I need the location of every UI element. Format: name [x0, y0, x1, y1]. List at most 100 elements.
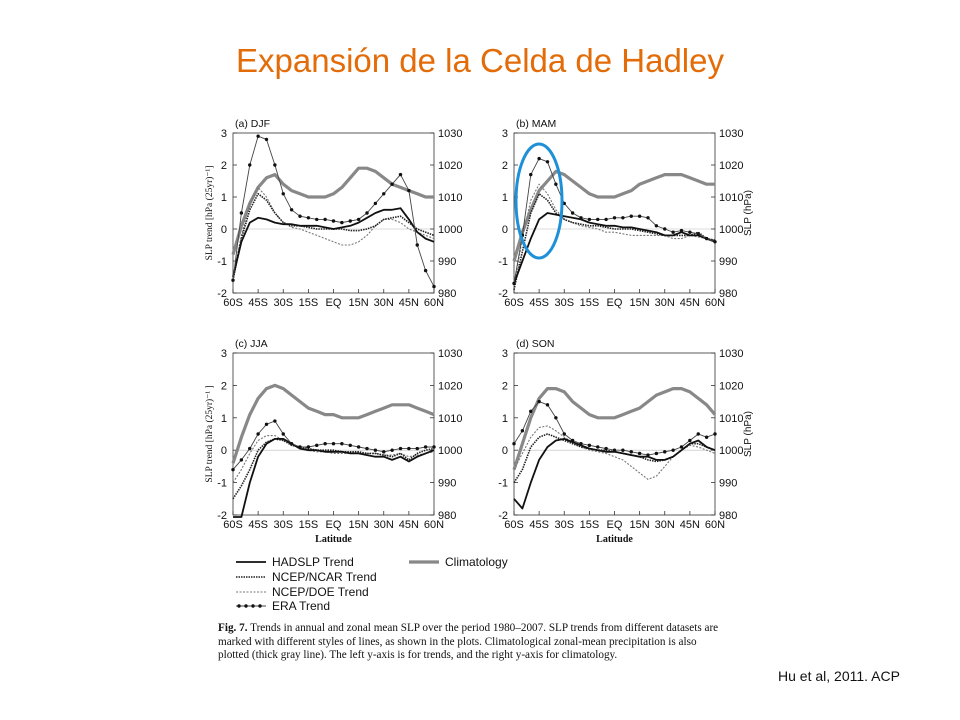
right-tick-label: 1030 — [719, 128, 743, 140]
era-point — [356, 217, 361, 222]
right-tick-label: 980 — [438, 510, 456, 522]
era-point — [331, 219, 336, 223]
plot-frame — [232, 352, 435, 516]
left-tick-label: 0 — [502, 224, 508, 236]
left-tick-label: -2 — [217, 288, 227, 300]
series-ncep-ncar-trend-line — [232, 193, 435, 281]
right-tick-label: 1000 — [438, 224, 462, 236]
era-point — [356, 445, 361, 449]
x-tick-label: 15N — [349, 297, 369, 309]
era-point — [264, 422, 269, 426]
era-point — [365, 211, 369, 215]
era-point — [570, 438, 575, 443]
panel-2: -2 -1 0 1 2 3 980 990 1000 1010 1020 1030 60S 45S 30S 1… — [498, 118, 754, 309]
plot-frame — [513, 352, 716, 516]
x-tick-label: 45N — [680, 297, 700, 309]
era-point — [256, 432, 260, 436]
era-point — [306, 445, 311, 449]
right-tick-label: 1030 — [719, 348, 743, 360]
era-point — [390, 182, 394, 186]
era-point — [545, 403, 550, 407]
x-tick-label: 30S — [554, 519, 574, 531]
era-point — [512, 281, 516, 286]
left-tick-label: 1 — [221, 192, 227, 204]
left-tick-label: 3 — [221, 128, 227, 140]
era-point — [281, 432, 285, 436]
x-tick-label: 45S — [248, 297, 268, 309]
right-tick-label: 990 — [719, 478, 737, 490]
era-point — [281, 192, 285, 196]
era-point — [315, 217, 319, 222]
era-point — [654, 451, 659, 456]
era-point — [554, 416, 558, 420]
x-tick-label: 45S — [248, 519, 268, 531]
right-axis-label: SLP (hPa) — [743, 190, 754, 236]
x-tick-label: 45S — [529, 297, 549, 309]
panel-title: (c) JJA — [235, 338, 268, 350]
right-tick-label: 990 — [438, 256, 456, 268]
era-point — [348, 219, 352, 223]
era-point — [239, 211, 244, 215]
x-tick-label: 30S — [554, 297, 574, 309]
era-point — [382, 192, 386, 196]
x-tick-label: 15N — [630, 519, 650, 531]
era-point — [323, 217, 327, 222]
panel-title: (d) SON — [516, 338, 555, 350]
left-tick-label: -2 — [498, 510, 508, 522]
legend-era-dot — [244, 604, 248, 608]
caption-text: Trends in annual and zonal mean SLP over… — [218, 622, 719, 662]
era-point — [579, 442, 583, 446]
x-axis-label: Latitude — [596, 534, 633, 545]
x-tick-label: EQ — [607, 297, 623, 309]
right-tick-label: 1010 — [719, 413, 743, 425]
era-point — [596, 217, 600, 222]
era-point — [704, 435, 709, 439]
era-point — [390, 448, 394, 452]
era-point — [340, 442, 344, 446]
era-point — [239, 458, 244, 462]
x-tick-label: 15S — [299, 297, 319, 309]
era-point — [256, 134, 260, 138]
x-tick-label: 15N — [630, 297, 650, 309]
era-point — [365, 446, 369, 451]
era-point — [679, 445, 684, 449]
era-point — [637, 214, 642, 218]
era-point — [688, 438, 692, 443]
series-hadslp-trend-line — [233, 437, 435, 518]
left-tick-label: 1 — [221, 413, 227, 425]
era-point — [315, 443, 319, 448]
right-tick-label: 990 — [719, 256, 737, 268]
left-tick-label: 3 — [221, 348, 227, 360]
legend-label-ncep-doe-trend: NCEP/DOE Trend — [272, 585, 369, 599]
era-point — [423, 445, 428, 449]
era-point — [696, 232, 700, 236]
era-point — [529, 409, 533, 414]
legend-label-ncep-ncar-trend: NCEP/NCAR Trend — [272, 570, 377, 584]
left-axis-label: SLP trend [hPa (25yr)⁻¹] — [204, 166, 215, 261]
right-tick-label: 1000 — [719, 224, 743, 236]
era-point — [604, 217, 608, 222]
right-tick-label: 1000 — [438, 445, 462, 457]
era-point — [512, 442, 516, 446]
left-tick-label: 0 — [502, 445, 508, 457]
left-tick-label: -1 — [217, 478, 227, 490]
right-tick-label: 980 — [719, 510, 737, 522]
x-tick-label: 30N — [655, 519, 675, 531]
era-point — [298, 214, 302, 218]
right-tick-label: 1020 — [438, 380, 462, 392]
x-tick-label: 15N — [349, 519, 369, 531]
x-tick-label: 30N — [374, 519, 394, 531]
era-point — [663, 227, 667, 231]
left-tick-label: 3 — [502, 348, 508, 360]
era-point — [273, 163, 277, 167]
era-point — [537, 399, 541, 404]
x-tick-label: 60S — [504, 297, 524, 309]
x-tick-label: 60S — [504, 519, 524, 531]
left-tick-label: 3 — [502, 128, 508, 140]
x-tick-label: 45S — [529, 519, 549, 531]
right-tick-label: 1010 — [438, 413, 462, 425]
era-point — [629, 450, 633, 454]
left-tick-label: 1 — [502, 192, 508, 204]
era-point — [663, 450, 667, 454]
x-tick-label: 60N — [424, 519, 444, 531]
